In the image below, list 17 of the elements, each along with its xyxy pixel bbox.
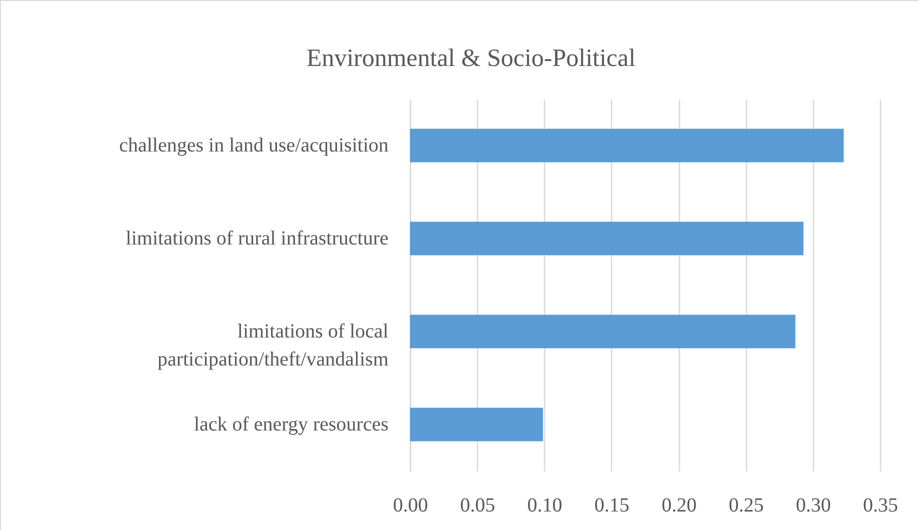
x-tick-label: 0.35 <box>863 494 898 516</box>
bar <box>410 128 844 162</box>
x-tick-label: 0.15 <box>594 494 630 516</box>
x-tick-label: 0.20 <box>662 494 697 516</box>
y-tick-label: lack of energy resources <box>194 414 389 436</box>
bar <box>410 222 804 256</box>
x-tick-label: 0.25 <box>728 494 764 516</box>
x-tick-label: 0.10 <box>527 494 562 516</box>
y-tick-label: limitations of rural infrastructure <box>126 228 389 250</box>
y-tick-label: challenges in land use/acquisition <box>119 134 388 156</box>
x-tick-label: 0.05 <box>460 494 496 516</box>
y-tick-label: limitations of local participation/theft/vandalism <box>157 320 389 370</box>
x-tick-label: 0.30 <box>796 494 831 516</box>
chart-title: Environmental & Socio-Political <box>306 45 636 72</box>
bar <box>410 314 796 348</box>
bar <box>410 408 543 442</box>
x-tick-label: 0.00 <box>393 494 428 516</box>
